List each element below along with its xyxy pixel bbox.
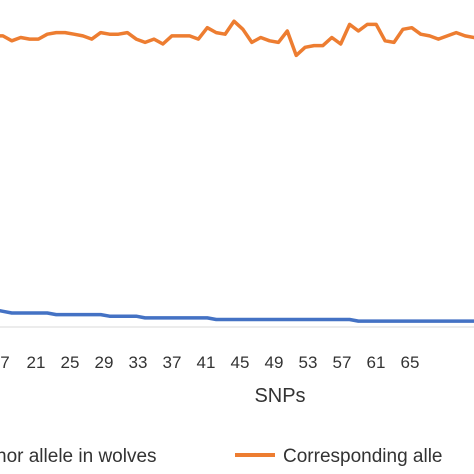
x-tick-label: 21 [27, 353, 46, 372]
series-line-1 [0, 309, 474, 323]
x-tick-label: 45 [231, 353, 250, 372]
x-tick-label: 49 [265, 353, 284, 372]
x-axis-title: SNPs [254, 385, 305, 407]
legend-label-1: nor allele in wolves [0, 446, 157, 467]
x-tick-label: 29 [95, 353, 114, 372]
x-tick-label: 61 [367, 353, 386, 372]
x-tick-label: 65 [401, 353, 420, 372]
x-tick-labels: 7 21 25 29 33 37 41 45 49 53 57 61 65 [0, 353, 419, 372]
x-tick-label: 33 [129, 353, 148, 372]
x-tick-label: 7 [0, 353, 9, 372]
x-tick-label: 25 [61, 353, 80, 372]
x-tick-label: 53 [299, 353, 318, 372]
x-tick-label: 57 [333, 353, 352, 372]
series-layer [0, 19, 474, 323]
legend-label-2: Corresponding alle [283, 446, 443, 467]
x-tick-label: 37 [163, 353, 182, 372]
series-line-2 [0, 19, 474, 58]
x-tick-label: 41 [197, 353, 216, 372]
legend: nor allele in wolves Corresponding alle [0, 446, 443, 467]
